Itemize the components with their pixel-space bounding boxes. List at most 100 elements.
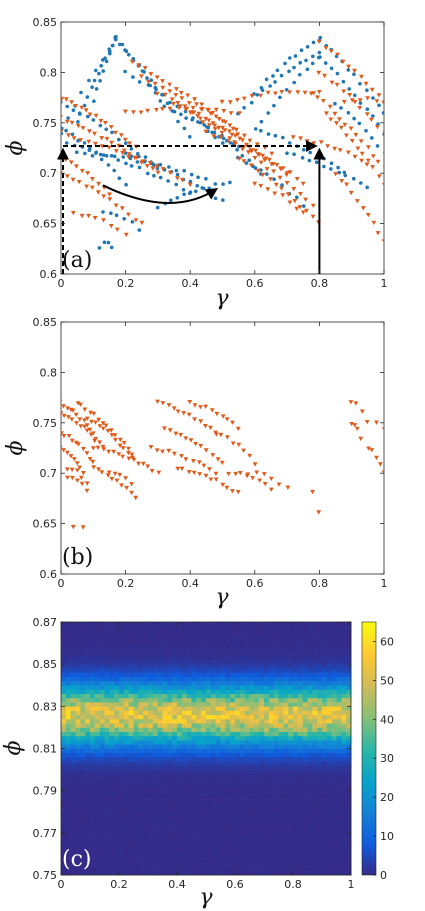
heatmap-cell bbox=[61, 769, 67, 775]
heatmap-cell bbox=[61, 870, 67, 876]
heatmap-cell bbox=[220, 815, 226, 821]
heatmap-cell bbox=[75, 820, 81, 825]
heatmap-cell bbox=[322, 845, 328, 850]
heatmap-cell bbox=[157, 845, 163, 850]
heatmap-cell bbox=[104, 735, 110, 741]
heatmap-cell bbox=[167, 689, 173, 694]
heatmap-cell bbox=[326, 634, 332, 640]
heatmap-cell bbox=[191, 647, 197, 652]
heatmap-cell bbox=[268, 769, 274, 775]
heatmap-cell bbox=[70, 723, 76, 728]
heatmap-cell bbox=[225, 870, 231, 876]
heatmap-cell bbox=[312, 790, 318, 796]
heatmap-cell bbox=[312, 820, 318, 825]
heatmap-cell bbox=[75, 832, 81, 838]
heatmap-cell bbox=[167, 849, 173, 855]
heatmap-cell bbox=[191, 676, 197, 682]
data-point-triangle bbox=[92, 131, 97, 136]
heatmap-cell bbox=[80, 782, 86, 787]
heatmap-cell bbox=[239, 820, 245, 825]
heatmap-cell bbox=[181, 778, 187, 783]
heatmap-cell bbox=[336, 659, 342, 665]
heatmap-cell bbox=[119, 676, 125, 682]
data-point-circle bbox=[298, 60, 303, 65]
heatmap-cell bbox=[273, 659, 279, 665]
heatmap-cell bbox=[235, 794, 241, 800]
heatmap-cell bbox=[157, 626, 163, 631]
heatmap-cell bbox=[206, 752, 212, 758]
data-point-triangle bbox=[75, 123, 81, 129]
heatmap-cell bbox=[157, 740, 163, 745]
heatmap-cell bbox=[196, 811, 202, 817]
heatmap-cell bbox=[172, 803, 178, 808]
heatmap-cell bbox=[148, 803, 154, 808]
heatmap-cell bbox=[162, 807, 168, 813]
heatmap-cell bbox=[249, 638, 255, 644]
heatmap-cell bbox=[70, 799, 76, 804]
heatmap-cell bbox=[172, 765, 178, 770]
heatmap-cell bbox=[75, 782, 81, 787]
heatmap-cell bbox=[104, 622, 110, 627]
data-point-circle bbox=[310, 61, 315, 66]
heatmap-cell bbox=[220, 651, 226, 657]
data-point-triangle bbox=[252, 462, 258, 467]
heatmap-cell bbox=[293, 832, 299, 838]
heatmap-cell bbox=[80, 643, 86, 648]
heatmap-cell bbox=[61, 647, 67, 652]
data-point-triangle bbox=[358, 139, 364, 144]
heatmap-cell bbox=[99, 723, 105, 728]
data-point-circle bbox=[195, 184, 199, 188]
heatmap-cell bbox=[239, 689, 245, 694]
heatmap-cell bbox=[341, 626, 347, 631]
heatmap-cell bbox=[341, 731, 347, 737]
heatmap-cell bbox=[85, 697, 91, 703]
heatmap-cell bbox=[181, 693, 187, 699]
heatmap-cell bbox=[215, 832, 221, 838]
y-tick-label: 0.87 bbox=[33, 616, 58, 629]
heatmap-cell bbox=[94, 718, 100, 724]
data-point-triangle bbox=[310, 203, 316, 208]
heatmap-cell bbox=[254, 832, 260, 838]
heatmap-cell bbox=[210, 727, 216, 732]
heatmap-cell bbox=[94, 769, 100, 775]
heatmap-cell bbox=[94, 744, 100, 749]
data-point-triangle bbox=[112, 433, 118, 438]
heatmap-cell bbox=[264, 744, 270, 749]
heatmap-cell bbox=[70, 824, 76, 829]
heatmap-cell bbox=[210, 702, 216, 707]
heatmap-cell bbox=[119, 702, 125, 707]
data-point-triangle bbox=[359, 74, 364, 80]
data-point-triangle bbox=[79, 481, 85, 487]
heatmap-cell bbox=[70, 630, 76, 635]
heatmap-cell bbox=[80, 752, 86, 758]
heatmap-cell bbox=[220, 790, 226, 796]
data-point-triangle bbox=[146, 79, 151, 85]
heatmap-cell bbox=[109, 803, 115, 808]
heatmap-cell bbox=[162, 702, 168, 707]
heatmap-cell bbox=[196, 744, 202, 749]
heatmap-cell bbox=[297, 744, 303, 749]
heatmap-cell bbox=[186, 778, 192, 783]
heatmap-cell bbox=[94, 659, 100, 665]
heatmap-cell bbox=[99, 634, 105, 640]
heatmap-cell bbox=[94, 820, 100, 825]
data-point-triangle bbox=[376, 93, 382, 98]
heatmap-cell bbox=[123, 643, 129, 648]
heatmap-cell bbox=[201, 853, 207, 859]
heatmap-cell bbox=[239, 718, 245, 724]
heatmap-cell bbox=[128, 740, 134, 745]
heatmap-cell bbox=[317, 744, 323, 749]
heatmap-cell bbox=[104, 832, 110, 838]
heatmap-cell bbox=[307, 845, 313, 850]
heatmap-cell bbox=[273, 841, 279, 846]
heatmap-cell bbox=[181, 676, 187, 682]
heatmap-cell bbox=[331, 672, 337, 678]
heatmap-cell bbox=[75, 786, 81, 791]
heatmap-cell bbox=[162, 870, 168, 876]
heatmap-cell bbox=[196, 828, 202, 834]
heatmap-cell bbox=[249, 820, 255, 825]
heatmap-cell bbox=[128, 824, 134, 829]
heatmap-cell bbox=[152, 756, 158, 762]
data-point-circle bbox=[71, 108, 76, 112]
heatmap-cell bbox=[297, 858, 303, 863]
